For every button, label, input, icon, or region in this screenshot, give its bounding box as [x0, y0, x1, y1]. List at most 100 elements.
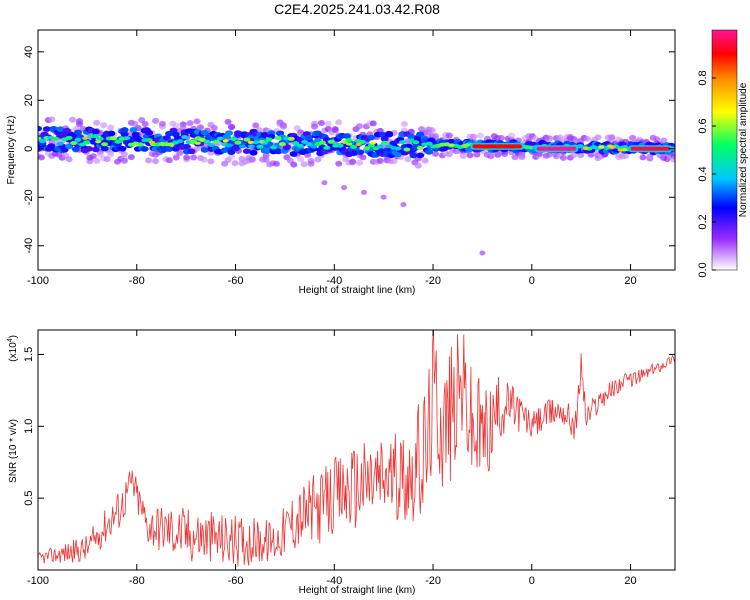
- spectrogram-cell: [225, 130, 234, 136]
- spectrogram-cell: [120, 151, 128, 158]
- spectrogram-cell: [577, 152, 585, 159]
- spectrogram-cell: [172, 122, 180, 129]
- spectrogram-cell: [123, 136, 131, 141]
- spectrogram-cell: [378, 131, 387, 138]
- spectrogram-trail-point: [380, 194, 387, 200]
- spectrogram-cell: [416, 152, 425, 159]
- spectrogram-cell: [318, 140, 326, 145]
- spectrogram-image: [38, 116, 675, 256]
- spectrogram-cell: [85, 146, 94, 152]
- spectrogram-x-tick-label: 20: [624, 275, 636, 287]
- spectrogram-cell: [107, 124, 115, 131]
- spectrogram-cell: [238, 144, 246, 149]
- spectrogram-cell: [425, 149, 434, 155]
- spectrogram-cell: [71, 146, 80, 152]
- spectrogram-cell: [300, 161, 308, 168]
- spectrogram-axes: -100 -80 -60 -40 -20 0 20 -40 -20 0 20 40: [23, 30, 675, 287]
- spectrogram-cell: [93, 119, 101, 126]
- spectrogram-cell: [345, 137, 353, 142]
- spectrogram-cell: [107, 130, 116, 137]
- spectrogram-cell: [210, 125, 218, 132]
- spectrogram-cell: [421, 157, 429, 164]
- spectrogram-cell: [336, 143, 344, 148]
- spectrogram-cell: [95, 140, 102, 144]
- spectrogram-cell: [48, 116, 56, 123]
- spectrogram-cell: [216, 136, 224, 141]
- spectrogram-cell: [646, 153, 654, 160]
- spectrogram-cell: [356, 149, 365, 155]
- spectrogram-x-tick-label: -60: [228, 275, 244, 287]
- spectrogram-cell: [247, 144, 255, 149]
- spectrogram-cell: [359, 154, 367, 161]
- spectrogram-cell: [114, 139, 122, 144]
- spectrogram-cell: [297, 156, 305, 163]
- spectrogram-cell: [310, 144, 318, 149]
- spectrogram-cell: [324, 120, 332, 127]
- spectrogram-cell: [247, 140, 254, 144]
- spectrogram-cell: [120, 131, 129, 138]
- snr-x-tick-label: -100: [27, 575, 49, 587]
- spectrogram-frame: [37, 29, 676, 271]
- spectrogram-panel: -100 -80 -60 -40 -20 0 20 -40 -20 0 20 40 Height of…: [6, 29, 676, 296]
- spectrogram-cell: [355, 142, 362, 146]
- spectrogram-x-tick-label: -100: [27, 275, 49, 287]
- spectrogram-cell: [258, 140, 265, 144]
- spectrogram-trail-point: [360, 189, 367, 195]
- spectrogram-cell: [273, 148, 282, 155]
- spectrogram-cell: [363, 146, 371, 151]
- spectrogram-cell: [390, 158, 398, 165]
- spectrogram-cell: [416, 145, 424, 150]
- spectrogram-cell: [182, 143, 191, 150]
- spectrogram-cell: [518, 154, 526, 161]
- colorbar-tick-label: 0.2: [697, 214, 709, 229]
- spectrogram-cell: [196, 124, 204, 131]
- spectrogram-cell: [385, 131, 394, 138]
- spectrogram-cell: [470, 133, 478, 140]
- spectrogram-y-tick-label: 0: [23, 146, 35, 152]
- spectrogram-cell: [331, 125, 339, 132]
- snr-y-tick-label: 1.5: [23, 347, 35, 362]
- spectrogram-cell: [409, 152, 418, 159]
- spectrogram-cell: [194, 141, 201, 145]
- spectrogram-cell: [82, 136, 89, 140]
- spectrogram-cell: [69, 116, 77, 123]
- colorbar-tick-label: 0.0: [697, 262, 709, 277]
- spectrogram-cell: [584, 135, 592, 142]
- spectrogram-cell: [145, 129, 154, 136]
- spectrogram-cell: [101, 142, 109, 147]
- snr-series-line: [38, 330, 675, 567]
- snr-x-tick-label: -60: [228, 575, 244, 587]
- colorbar-tick-label: 0.4: [697, 166, 709, 181]
- spectrogram-cell: [100, 145, 109, 152]
- spectrogram-cell: [38, 154, 45, 161]
- spectrogram-cell: [145, 157, 153, 164]
- spectrogram-cell: [380, 136, 389, 142]
- spectrogram-cell: [91, 128, 100, 135]
- spectrogram-cell: [233, 130, 242, 136]
- spectrogram-cell: [118, 145, 127, 152]
- spectrogram-cell: [287, 136, 295, 141]
- spectrogram-cell: [296, 143, 304, 148]
- spectrogram-cell: [342, 133, 351, 139]
- spectrogram-cell: [207, 142, 215, 147]
- spectrogram-cell: [639, 154, 647, 161]
- spectrogram-cell: [307, 160, 315, 167]
- spectrogram-cell: [120, 157, 128, 164]
- spectrogram-cell: [120, 127, 129, 133]
- spectrogram-cell: [110, 136, 118, 141]
- snr-y-label: SNR (10 * v/v): [8, 419, 19, 483]
- spectrogram-cell: [350, 144, 358, 149]
- spectrogram-cell: [227, 149, 236, 155]
- spectrogram-peak: [472, 144, 522, 149]
- spectrogram-cell: [279, 123, 287, 130]
- spectrogram-cell: [301, 139, 309, 144]
- spectrogram-cell: [256, 144, 264, 149]
- snr-x-tick-label: -40: [326, 575, 342, 587]
- spectrogram-x-tick-label: -20: [425, 275, 441, 287]
- spectrogram-cell: [416, 131, 425, 138]
- spectrogram-cell: [225, 143, 233, 148]
- spectrogram-cell: [508, 132, 516, 139]
- spectrogram-cell: [317, 119, 325, 126]
- spectrogram-trail-point: [341, 185, 348, 191]
- spectrogram-peak: [630, 146, 671, 151]
